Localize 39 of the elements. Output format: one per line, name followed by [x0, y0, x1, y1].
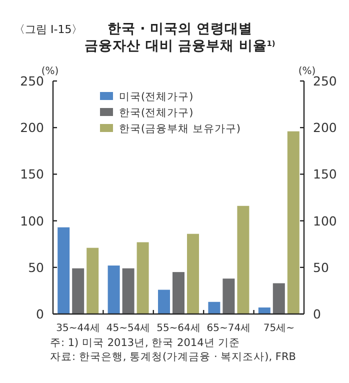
bar: [136, 242, 149, 314]
bar: [122, 268, 134, 314]
y2-tick-label: 150: [313, 166, 337, 182]
y-tick-label: 150: [20, 166, 44, 182]
y-tick-label: 50: [28, 260, 44, 275]
bar: [58, 227, 70, 314]
legend-label: 한국(금융부채 보유가구): [119, 123, 241, 135]
bar: [72, 268, 84, 314]
legend-label: 한국(전체가구): [119, 107, 194, 119]
y-tick-label: 100: [20, 213, 44, 228]
y2-tick-label: 250: [313, 74, 337, 88]
bar: [158, 290, 170, 314]
bar: [172, 272, 184, 314]
text: 〈그림 Ⅰ-15〉: [14, 23, 83, 36]
y-tick-label: 0: [36, 306, 44, 322]
y2-tick-label: 50: [313, 260, 329, 275]
text: 자료: 한국은행, 통계청(가계금융 · 복지조사), FRB: [50, 351, 296, 363]
x-tick-label: 55~64세: [156, 323, 200, 334]
bar: [237, 206, 250, 314]
y-tick-label: 200: [20, 120, 44, 136]
chart-title: 한국 · 미국의 연령대별 금융자산 대비 금융부채 비율$^{1)}$: [84, 21, 276, 54]
x-tick-label: 45~54세: [106, 323, 150, 334]
bar: [208, 302, 220, 314]
bar: [187, 234, 199, 314]
x-tick-label: 65~74세: [206, 323, 251, 334]
legend-label: 미국(전체가구): [119, 91, 194, 103]
bar: [86, 248, 99, 314]
x-tick-label: 35~44세: [56, 323, 100, 334]
text: 주: 1) 미국 2013년, 한국 2014년 기준: [50, 337, 240, 349]
bar: [222, 278, 235, 314]
bar: [287, 131, 300, 314]
bar: [272, 283, 285, 314]
y2-tick-label: 0: [313, 306, 321, 322]
bar: [108, 266, 120, 314]
y2-tick-label: 100: [313, 213, 337, 228]
y2-axis-title: (%): [298, 66, 316, 77]
y2-tick-label: 200: [313, 120, 337, 136]
x-tick-label: 75세~: [263, 323, 294, 334]
bar: [258, 307, 270, 314]
